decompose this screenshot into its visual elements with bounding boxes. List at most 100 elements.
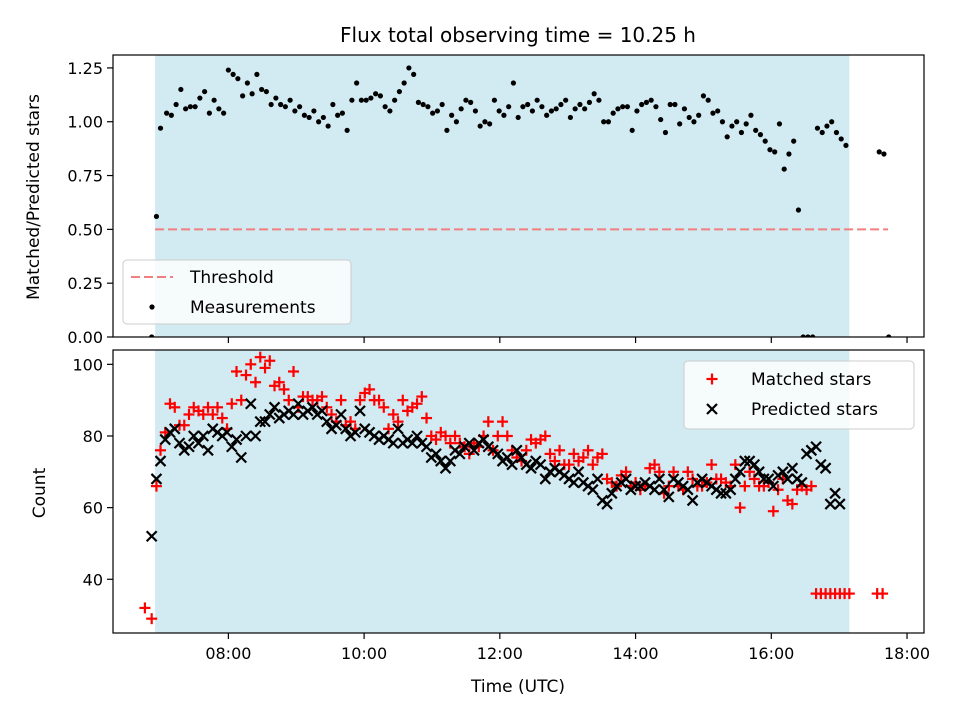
bottom-series-0-point xyxy=(877,588,889,600)
bottom-series-0-point xyxy=(739,480,751,492)
bottom-series-1-point xyxy=(406,437,419,449)
top-series-0-point xyxy=(157,125,164,131)
top-series-0-point xyxy=(420,101,426,108)
top-series-0-point xyxy=(563,97,569,103)
top-series-0-point xyxy=(729,123,735,129)
bottom-series-0-point xyxy=(139,602,151,614)
bottom-series-1-point xyxy=(354,405,366,417)
bottom-series-1-point-b xyxy=(715,487,727,500)
bottom-series-1-point-b xyxy=(829,487,841,500)
bottom-series-1-point xyxy=(392,423,404,435)
bottom-series-1-point-b xyxy=(468,444,480,457)
bottom-series-1-point xyxy=(263,408,276,421)
top-series-0-point xyxy=(225,67,231,73)
bottom-series-1-point-b xyxy=(786,462,799,474)
bottom-series-1-point-b xyxy=(767,480,780,492)
bottom-series-1-point-b xyxy=(658,483,670,496)
top-series-0-point xyxy=(339,110,345,116)
bottom-series-0-point xyxy=(264,355,276,367)
bottom-series-0-point xyxy=(497,416,509,428)
bottom-series-0-point xyxy=(582,444,594,456)
legend-measurements-label: Measurements xyxy=(190,298,316,318)
top-series-0-point xyxy=(164,110,170,116)
bottom-series-1-point-b xyxy=(435,455,447,467)
top-series-0-point xyxy=(829,119,835,125)
top-series-0-point xyxy=(373,91,379,97)
bottom-series-1-point xyxy=(591,473,604,485)
top-series-0-point xyxy=(153,213,160,220)
top-series-0-point xyxy=(634,108,640,114)
bottom-series-1-point-b xyxy=(268,401,281,414)
bottom-series-1-point xyxy=(658,483,670,496)
bottom-series-1-point xyxy=(435,455,447,467)
top-series-0-point xyxy=(596,97,602,103)
bottom-series-0-point xyxy=(364,383,376,395)
top-series-0-point xyxy=(306,114,312,121)
bottom-series-0-point xyxy=(169,401,181,413)
top-series-0-point xyxy=(477,123,483,129)
bottom-series-1-point-b xyxy=(511,444,523,457)
top-series-0-point xyxy=(244,80,250,86)
top-series-0-point xyxy=(453,119,460,125)
bottom-series-1-point xyxy=(663,491,675,503)
bottom-series-0-point xyxy=(544,448,556,460)
top-series-0-point xyxy=(677,121,683,127)
bottom-series-1-point-b xyxy=(230,433,243,446)
bottom-series-1-point xyxy=(268,401,281,414)
bottom-series-0-point xyxy=(549,455,561,467)
bottom-series-1-point xyxy=(430,448,442,460)
bottom-series-1-point xyxy=(653,473,666,485)
top-series-0-point xyxy=(577,101,583,108)
bottom-series-1-point xyxy=(225,440,238,453)
bottom-series-1-point xyxy=(715,487,727,500)
bottom-series-1-point-b xyxy=(411,430,423,442)
top-series-0-point xyxy=(301,112,307,118)
top-series-0-point xyxy=(667,101,673,108)
top-series-0-point xyxy=(781,166,787,172)
top-series-0-point xyxy=(639,101,645,108)
top-series-0-point xyxy=(743,121,749,127)
bottom-series-1-point xyxy=(420,440,433,453)
bottom-series-1-point xyxy=(539,473,552,485)
bottom-y-tick-label: 60 xyxy=(83,499,103,518)
bottom-series-1-point xyxy=(829,487,841,500)
top-series-0-point xyxy=(700,93,707,99)
bottom-series-1-point-b xyxy=(506,458,518,471)
bottom-series-1-point-b xyxy=(335,408,347,421)
top-series-0-point xyxy=(705,97,711,103)
bottom-series-1-point xyxy=(168,423,181,435)
bottom-series-1-point xyxy=(439,462,452,474)
top-series-0-point xyxy=(240,93,246,99)
top-series-0-point xyxy=(529,108,536,114)
bottom-series-1-point-b xyxy=(682,483,694,496)
top-series-0-point xyxy=(344,127,350,133)
top-series-0-point xyxy=(534,97,540,103)
legend-matched-label: Matched stars xyxy=(751,370,871,390)
top-legend: Threshold Measurements xyxy=(122,259,352,325)
bottom-series-1-point xyxy=(468,444,480,457)
bottom-series-0-point xyxy=(392,416,404,428)
top-series-0-point xyxy=(439,101,445,108)
bottom-series-1-point xyxy=(734,466,746,478)
bottom-series-1-point-b xyxy=(240,430,252,442)
top-series-0-point xyxy=(757,132,764,138)
top-series-0-point xyxy=(515,114,521,121)
bottom-series-1-point-b xyxy=(663,491,675,503)
bottom-series-1-point-b xyxy=(225,440,238,453)
top-series-0-point xyxy=(786,151,792,157)
bottom-series-1-point xyxy=(244,397,257,410)
bottom-series-0-point xyxy=(278,383,290,395)
top-series-0-point xyxy=(263,88,269,95)
top-series-0-point xyxy=(553,106,559,112)
bottom-series-1-point xyxy=(506,458,518,471)
bottom-series-0-point xyxy=(767,505,779,517)
bottom-series-1-point-b xyxy=(734,466,746,478)
top-series-0-point xyxy=(762,138,768,144)
bottom-series-1-point xyxy=(762,473,775,485)
x-tick-label: 12:00 xyxy=(477,644,523,663)
bottom-series-0-point xyxy=(539,430,551,442)
top-series-0-point xyxy=(772,149,778,155)
bottom-series-1-point-b xyxy=(263,408,276,421)
bottom-series-1-point xyxy=(292,397,305,410)
bottom-series-0-point xyxy=(283,394,295,406)
